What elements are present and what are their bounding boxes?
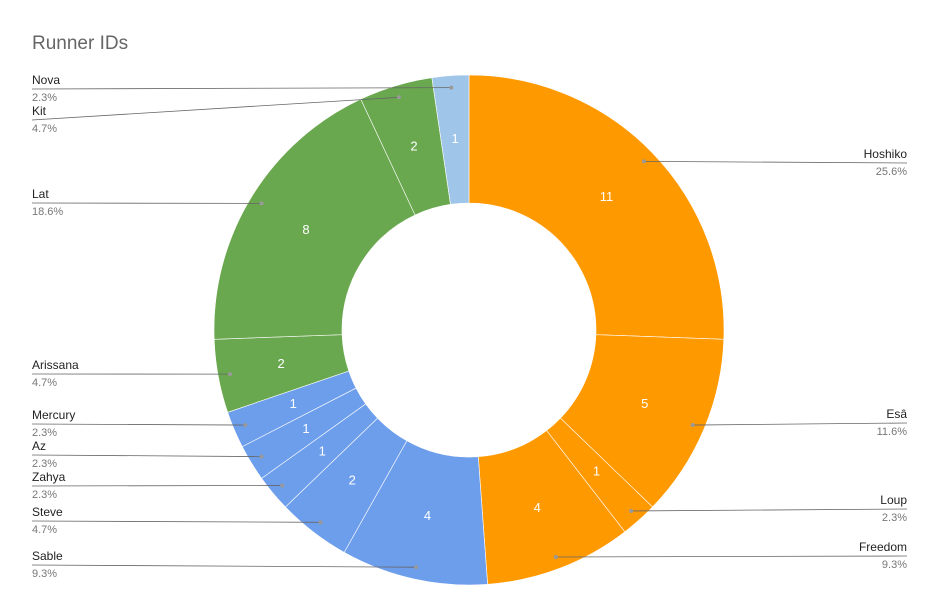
leader-line	[31, 485, 283, 487]
percent-label: 2.3%	[32, 92, 57, 104]
slice-value-label: 1	[302, 421, 309, 436]
leader-line	[631, 508, 908, 512]
leader-line	[31, 454, 262, 457]
leader-dot	[228, 372, 233, 377]
leader-dot	[259, 201, 264, 206]
slice-value-label: 1	[319, 444, 326, 459]
slice-value-label: 4	[534, 500, 541, 515]
leader-dot	[690, 423, 695, 428]
category-label: Kit	[32, 104, 47, 118]
leader-dot	[449, 85, 454, 90]
leader-dot	[259, 454, 264, 459]
leader-dot	[318, 520, 323, 525]
leader-line	[643, 160, 908, 164]
slice-value-label: 2	[278, 356, 285, 371]
percent-label: 11.6%	[877, 426, 908, 438]
percent-label: 4.7%	[32, 524, 57, 536]
slice-value-label: 5	[641, 396, 648, 411]
slice-value-label: 2	[349, 473, 356, 488]
slice	[213, 98, 416, 340]
leader-line	[31, 87, 452, 90]
category-label: Freedom	[859, 540, 907, 554]
leader-line	[31, 564, 417, 568]
slice-value-label: 1	[593, 464, 600, 479]
slice-value-label: 11	[600, 189, 614, 204]
leader-dot	[280, 483, 285, 488]
leader-dot	[553, 554, 558, 559]
chart-title: Runner IDs	[32, 33, 128, 54]
category-label: Mercury	[32, 408, 75, 422]
slice-value-label: 8	[302, 222, 309, 237]
leader-dot	[243, 423, 248, 428]
percent-label: 18.6%	[32, 206, 63, 218]
category-label: Steve	[32, 505, 63, 519]
percent-label: 2.3%	[32, 427, 57, 439]
leader-line	[31, 423, 246, 426]
leader-line	[31, 96, 400, 121]
leader-line	[555, 555, 908, 558]
slice-value-label: 4	[424, 508, 431, 523]
slice	[431, 74, 470, 205]
category-label: Arissana	[32, 358, 79, 372]
percent-label: 9.3%	[882, 559, 907, 571]
percent-label: 4.7%	[32, 123, 57, 135]
leader-dot	[414, 565, 419, 570]
slice	[560, 334, 725, 508]
leader-dot	[641, 159, 646, 164]
percent-label: 4.7%	[32, 377, 57, 389]
leader-dot	[396, 95, 401, 100]
category-label: Loup	[880, 493, 907, 507]
category-label: Nova	[32, 73, 60, 87]
category-label: Esâ	[886, 407, 907, 421]
percent-label: 25.6%	[876, 166, 907, 178]
category-label: Hoshiko	[864, 147, 908, 161]
category-label: Zahya	[32, 470, 66, 484]
slice-value-label: 1	[451, 131, 458, 146]
leader-line	[692, 422, 908, 426]
leader-line	[31, 520, 321, 523]
slice-value-label: 2	[410, 139, 417, 154]
category-label: Sable	[32, 549, 63, 563]
slice-value-label: 1	[290, 396, 297, 411]
percent-label: 2.3%	[32, 489, 57, 501]
percent-label: 9.3%	[32, 568, 57, 580]
leader-dot	[629, 508, 634, 513]
percent-label: 2.3%	[882, 512, 907, 524]
category-label: Lat	[32, 187, 49, 201]
category-label: Az	[32, 439, 46, 453]
slice	[468, 74, 725, 340]
percent-label: 2.3%	[32, 458, 57, 470]
